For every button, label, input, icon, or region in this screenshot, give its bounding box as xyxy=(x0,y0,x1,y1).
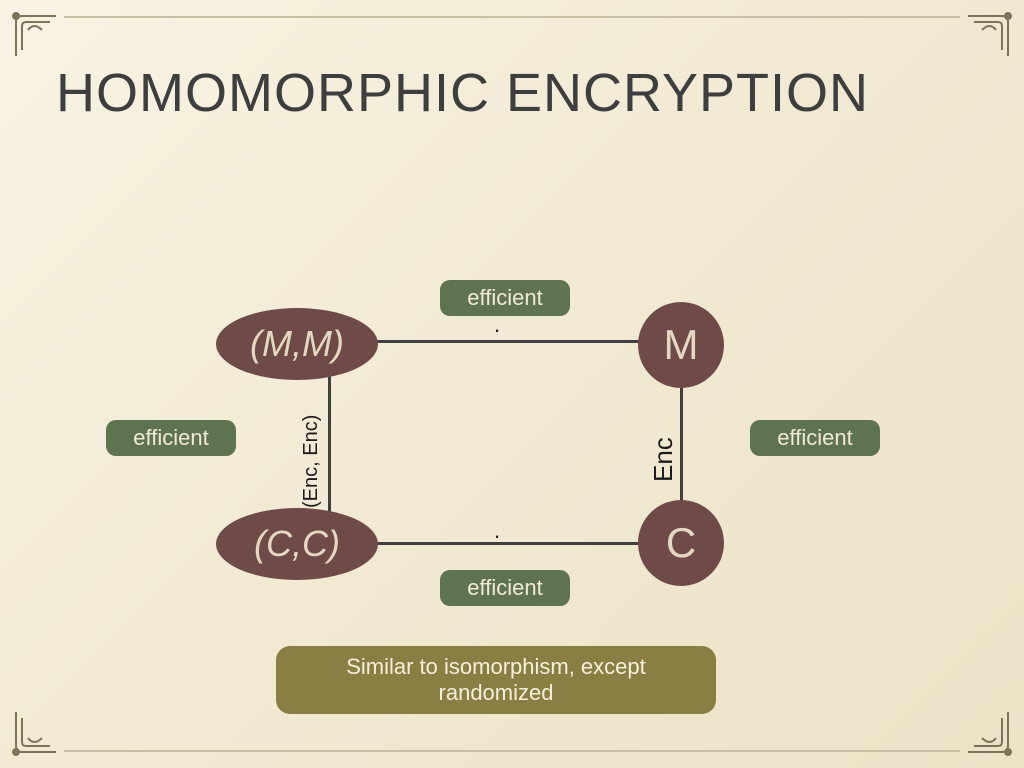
arrow-bottom xyxy=(328,542,680,545)
efficient-badge-left: efficient xyxy=(106,420,236,456)
node-m-label: M xyxy=(664,321,699,369)
top-rule xyxy=(64,16,960,18)
corner-ornament-icon xyxy=(8,8,64,64)
footer-note: Similar to isomorphism, except randomize… xyxy=(276,646,716,714)
node-cc: (C,C) xyxy=(216,508,378,580)
corner-ornament-icon xyxy=(960,704,1016,760)
node-mm-label: (M,M) xyxy=(250,323,344,365)
bottom-rule xyxy=(64,750,960,752)
page-title: HOMOMORPHIC ENCRYPTION xyxy=(56,62,869,124)
node-cc-label: (C,C) xyxy=(254,523,340,565)
efficient-badge-bottom: efficient xyxy=(440,570,570,606)
node-c: C xyxy=(638,500,724,586)
node-m: M xyxy=(638,302,724,388)
arrow-bottom-label: . xyxy=(494,518,500,544)
efficient-badge-top: efficient xyxy=(440,280,570,316)
arrow-top xyxy=(328,340,680,343)
corner-ornament-icon xyxy=(8,704,64,760)
node-mm: (M,M) xyxy=(216,308,378,380)
node-c-label: C xyxy=(666,519,696,567)
corner-ornament-icon xyxy=(960,8,1016,64)
efficient-badge-right: efficient xyxy=(750,420,880,456)
